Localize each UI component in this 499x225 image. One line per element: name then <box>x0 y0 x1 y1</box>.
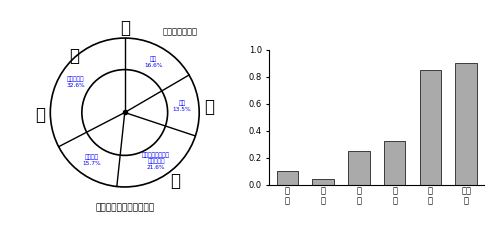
Bar <box>312 179 334 184</box>
Text: 建设用地
15.7%: 建设用地 15.7% <box>83 155 101 166</box>
Text: 我国土地利用类型构成图: 我国土地利用类型构成图 <box>95 203 154 212</box>
Text: 人均耕地公顿人: 人均耕地公顿人 <box>162 27 197 36</box>
Text: 沙漠、石山、永久
冻原和冰川
21.6%: 沙漠、石山、永久 冻原和冰川 21.6% <box>142 152 170 170</box>
Bar <box>384 141 405 184</box>
Text: 用: 用 <box>120 19 130 37</box>
Bar <box>348 151 370 184</box>
Circle shape <box>50 38 199 187</box>
Text: 可利用草地
32.6%: 可利用草地 32.6% <box>66 77 85 88</box>
Text: 利: 利 <box>69 47 79 65</box>
Text: 耕地
13.5%: 耕地 13.5% <box>173 101 192 112</box>
Bar <box>456 63 477 184</box>
Text: 土: 土 <box>204 98 215 116</box>
Circle shape <box>82 70 168 155</box>
Text: 可: 可 <box>35 106 45 124</box>
Bar <box>420 70 441 184</box>
Bar <box>276 171 298 184</box>
Text: 地: 地 <box>170 172 180 190</box>
Text: 林地
16.6%: 林地 16.6% <box>144 57 163 68</box>
